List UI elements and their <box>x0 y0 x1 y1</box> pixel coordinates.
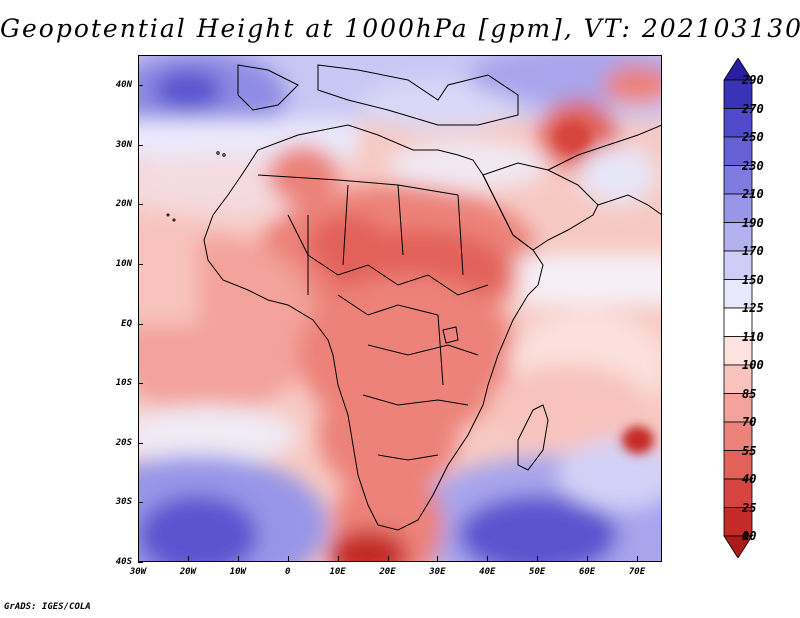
lat-tick <box>138 204 143 206</box>
colorbar-label: 230 <box>742 158 764 173</box>
lon-label: 50E <box>529 567 546 577</box>
field-extrema <box>555 121 654 454</box>
lon-tick <box>138 556 139 562</box>
colorbar-label: 290 <box>742 73 764 87</box>
lat-tick <box>138 502 143 504</box>
lon-label: 10W <box>229 567 246 577</box>
lat-label: EQ <box>121 318 132 329</box>
lon-tick <box>637 556 638 562</box>
lon-label: 60E <box>578 567 596 577</box>
colorbar-swatch <box>723 307 753 337</box>
colorbar-label: 250 <box>742 130 764 144</box>
lon-tick <box>537 556 539 562</box>
lon-label: 20W <box>179 567 197 577</box>
lat-label: 30N <box>115 139 132 150</box>
lat-label: 20S <box>115 437 132 448</box>
colorbar-label: 190 <box>742 215 764 230</box>
lat-label: 30S <box>115 497 132 508</box>
lon-tick <box>287 556 289 562</box>
lat-label: 40S <box>115 557 132 567</box>
colorbar-label: 150 <box>742 272 764 287</box>
geopotential-map <box>138 55 662 562</box>
lon-label: 0 <box>284 567 291 577</box>
colorbar-label: 55 <box>742 443 757 458</box>
colorbar-label: 100 <box>742 358 764 372</box>
lat-tick <box>138 442 143 444</box>
colorbar-label: 40 <box>742 472 757 486</box>
lon-label: 10E <box>329 567 346 577</box>
lon-tick <box>487 556 489 562</box>
lat-label: 10S <box>115 378 132 389</box>
lat-tick <box>138 263 143 265</box>
map-title: Geopotential Height at 1000hPa [gpm], VT… <box>0 14 800 43</box>
field-contours <box>138 55 662 562</box>
colorbar-label: 125 <box>742 301 764 315</box>
lon-label: 40E <box>479 567 496 577</box>
colorbar <box>723 58 753 558</box>
credit-text: GrADS: IGES/COLA <box>4 602 91 612</box>
colorbar-label: 85 <box>742 386 757 401</box>
lon-label: 30W <box>129 567 147 577</box>
coastlines <box>166 64 662 531</box>
colorbar-swatch <box>723 421 753 451</box>
colorbar-bottom-arrow <box>723 535 753 558</box>
lon-tick <box>337 556 339 562</box>
colorbar-swatch <box>723 136 753 166</box>
lat-tick <box>138 323 143 325</box>
map-plot-area <box>138 55 662 562</box>
colorbar-swatch <box>723 108 753 138</box>
lon-tick <box>587 556 589 562</box>
colorbar-label: 270 <box>742 101 764 116</box>
colorbar-swatch <box>723 165 753 195</box>
colorbar-label: 0 <box>742 529 750 543</box>
lon-label: 20E <box>379 567 396 577</box>
lat-label: 40N <box>115 80 132 90</box>
lon-tick <box>437 556 439 562</box>
lat-label: 20N <box>115 199 132 210</box>
lat-tick <box>138 85 143 86</box>
colorbar-label: 10 <box>742 529 757 543</box>
colorbar-label: 110 <box>742 329 764 344</box>
lat-tick <box>138 383 143 385</box>
lon-tick <box>187 556 189 562</box>
colorbar-label: 70 <box>742 415 757 429</box>
colorbar-swatch <box>723 507 753 537</box>
lat-tick <box>138 562 143 563</box>
colorbar-swatch <box>723 250 753 280</box>
colorbar-label: 170 <box>742 244 764 258</box>
colorbar-label: 25 <box>742 500 757 515</box>
lon-label: 70E <box>628 567 646 577</box>
lat-tick <box>138 144 143 146</box>
colorbar-swatch <box>723 193 753 223</box>
colorbar-swatch <box>723 364 753 394</box>
colorbar-label: 210 <box>742 187 764 201</box>
lat-label: 10N <box>115 258 132 269</box>
colorbar-swatch <box>723 79 753 109</box>
lon-tick <box>387 556 389 562</box>
colorbar-swatch <box>723 478 753 508</box>
lon-label: 30E <box>429 567 446 577</box>
lon-tick <box>237 556 239 562</box>
